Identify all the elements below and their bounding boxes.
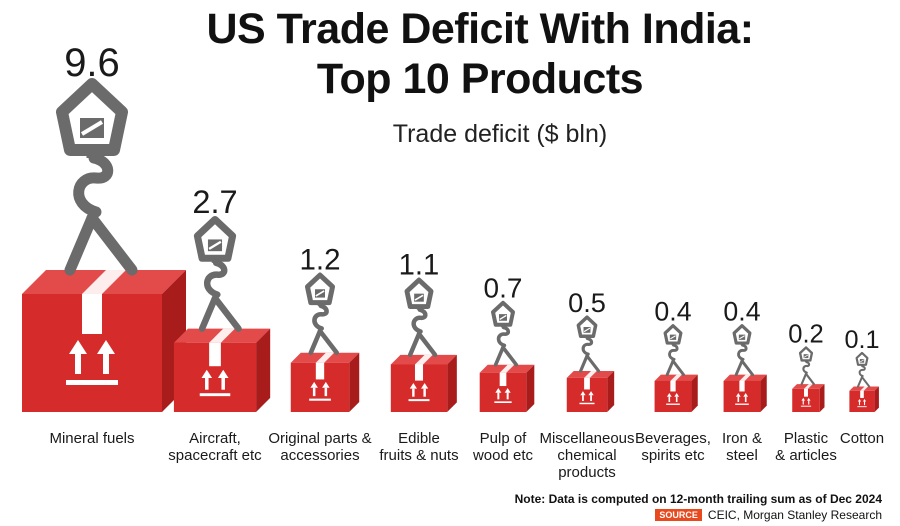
bar-mark-10: [849, 351, 879, 412]
bar-mark-7: [654, 324, 698, 412]
bar-mark-2: [173, 215, 271, 412]
value-label-8: 0.4: [723, 297, 760, 327]
bar-mark-4: [390, 277, 457, 412]
chart-title: US Trade Deficit With India: Top 10 Produ…: [206, 5, 754, 103]
source-line: SOURCE CEIC, Morgan Stanley Research: [655, 508, 882, 522]
value-label-2: 2.7: [192, 184, 237, 220]
source-badge: SOURCE: [655, 509, 702, 521]
value-label-1: 9.6: [64, 41, 120, 85]
bar-mark-1: [22, 78, 186, 412]
source-text: CEIC, Morgan Stanley Research: [707, 508, 882, 522]
category-label-9: Plastic & articles: [775, 430, 837, 464]
bar-mark-6: [566, 315, 615, 412]
footnote: Note: Data is computed on 12-month trail…: [514, 492, 882, 506]
bar-mark-3: [290, 272, 360, 412]
category-label-3: Original parts & accessories: [268, 430, 372, 464]
value-label-3: 1.2: [299, 243, 340, 276]
value-label-7: 0.4: [654, 297, 691, 327]
category-label-4: Edible fruits & nuts: [379, 430, 459, 464]
category-label-8: Iron & steel: [721, 430, 763, 464]
value-label-9: 0.2: [788, 321, 824, 349]
value-label-4: 1.1: [399, 249, 440, 281]
category-label-10: Cotton: [839, 430, 885, 447]
category-label-1: Mineral fuels: [49, 430, 135, 447]
bar-mark-9: [792, 346, 825, 412]
category-label-6: Miscellaneous chemical products: [539, 430, 635, 481]
value-label-5: 0.7: [484, 272, 523, 303]
bar-mark-5: [479, 300, 535, 412]
value-label-6: 0.5: [568, 287, 606, 318]
value-label-10: 0.1: [844, 326, 879, 354]
category-label-2: Aircraft, spacecraft etc: [168, 430, 262, 464]
category-label-5: Pulp of wood etc: [472, 430, 534, 464]
category-label-7: Beverages, spirits etc: [635, 430, 711, 464]
chart-subtitle: Trade deficit ($ bln): [392, 120, 608, 148]
bar-mark-8: [723, 324, 767, 412]
